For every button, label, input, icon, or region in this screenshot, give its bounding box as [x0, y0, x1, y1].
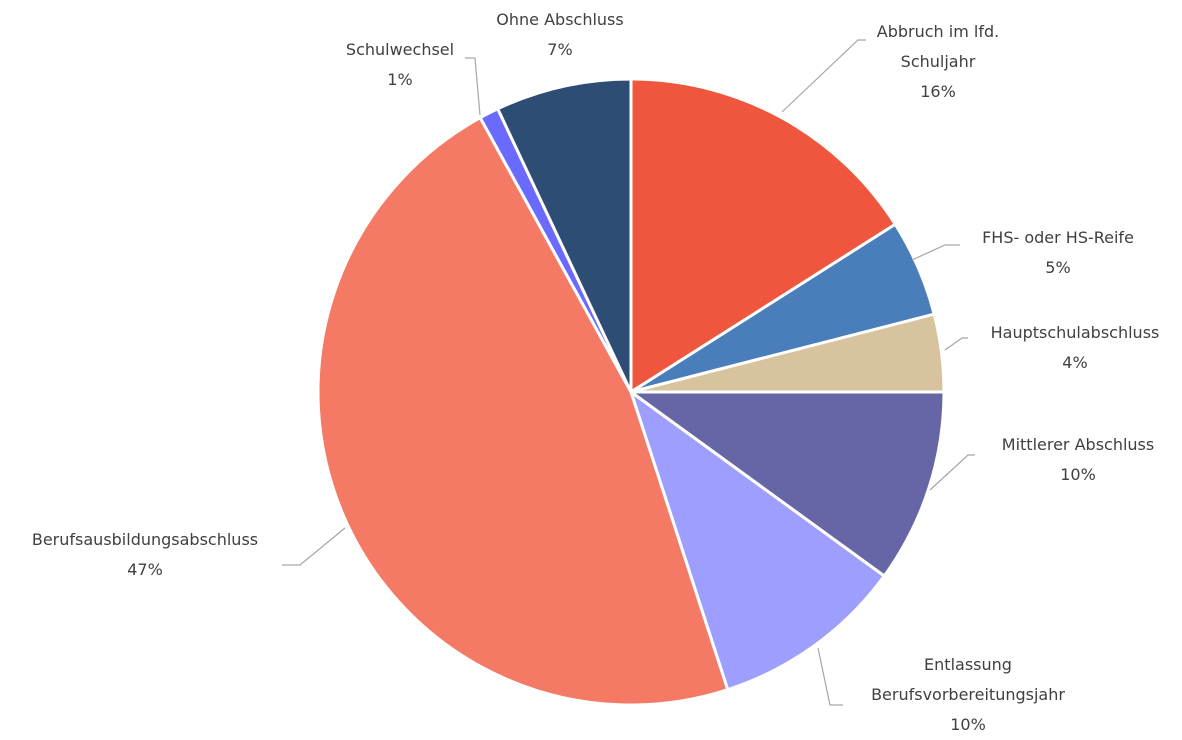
leader-line: [929, 454, 975, 491]
slice-label: Ohne Abschluss 7%: [460, 5, 660, 65]
leader-line: [944, 337, 968, 351]
category-label: FHS- oder HS-Reife: [982, 228, 1134, 247]
value-label: 10%: [950, 715, 986, 734]
pie-slice: [628, 388, 887, 692]
value-label: 1%: [387, 70, 413, 89]
value-label: 7%: [547, 40, 573, 59]
category-label: Abbruch im lfd. Schuljahr: [876, 22, 1000, 71]
pie-slice: [626, 390, 946, 579]
value-label: 47%: [127, 560, 163, 579]
value-label: 5%: [1045, 258, 1071, 277]
slice-label: Hauptschulabschluss 4%: [965, 318, 1182, 378]
category-label: Mittlerer Abschluss: [1001, 435, 1155, 454]
slice-label: Mittlerer Abschluss 10%: [968, 430, 1182, 490]
leader-line: [282, 527, 346, 566]
value-label: 16%: [920, 82, 956, 101]
pie-slice: [495, 77, 633, 393]
slice-label: Entlassung Berufsvorbereitungsjahr 10%: [838, 650, 1098, 740]
category-label: Schulwechsel: [345, 40, 455, 59]
pie-slice: [629, 77, 898, 395]
slice-label: FHS- oder HS-Reife 5%: [948, 223, 1168, 283]
value-label: 4%: [1062, 353, 1088, 372]
slice-label: Berufsausbildungsabschluss 47%: [0, 525, 295, 585]
category-label: Berufsausbildungsabschluss: [31, 530, 259, 549]
leader-line: [817, 647, 843, 706]
category-label: Entlassung Berufsvorbereitungsjahr: [871, 655, 1065, 704]
category-label: Ohne Abschluss: [496, 10, 624, 29]
leader-line: [911, 244, 960, 261]
leader-line: [465, 57, 481, 116]
category-label: Hauptschulabschluss: [990, 323, 1160, 342]
pie-slice: [316, 115, 730, 707]
leader-line: [781, 39, 866, 113]
value-label: 10%: [1060, 465, 1096, 484]
slice-label: Schulwechsel 1%: [320, 35, 480, 95]
slice-label: Abbruch im lfd. Schuljahr 16%: [853, 17, 1023, 107]
